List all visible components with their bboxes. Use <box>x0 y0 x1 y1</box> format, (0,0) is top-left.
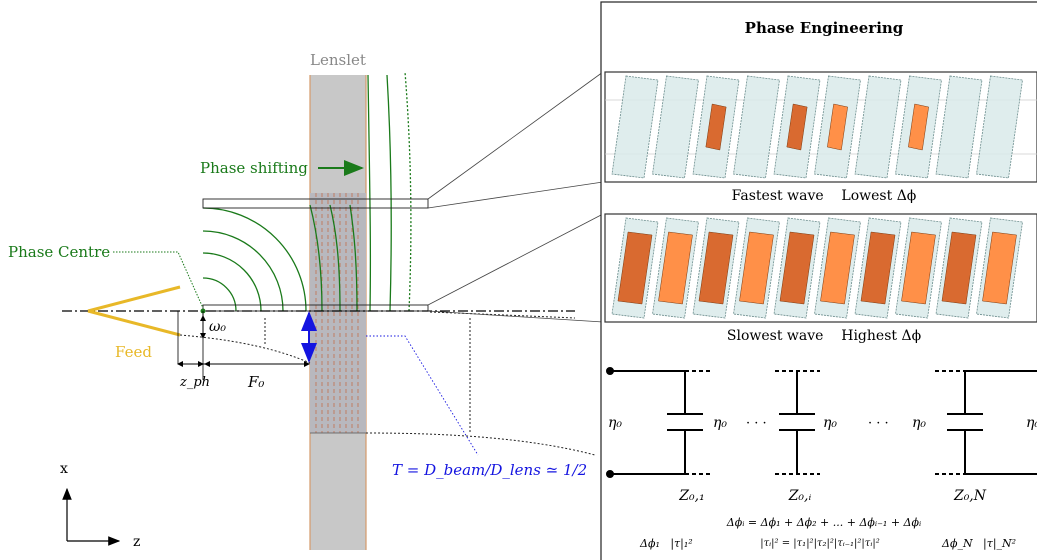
bottom-plates <box>611 217 1023 319</box>
x-axis-label: x <box>60 461 68 477</box>
eta-2: η₀ <box>823 415 837 431</box>
dots-1: · · · <box>746 416 767 431</box>
feed-label: Feed <box>115 343 152 361</box>
omega0-label: ω₀ <box>209 319 226 335</box>
metal-patch <box>982 231 1017 305</box>
metal-patch <box>901 231 936 305</box>
transmission-equation: |τᵢ|² = |τ₁|²|τ₂|²|τᵢ₋₁|²|τᵢ|² <box>760 538 879 549</box>
z-label-1: Z₀,₁ <box>678 488 704 504</box>
eta-1: η₀ <box>713 415 727 431</box>
lenslet-label: Lenslet <box>310 51 366 69</box>
glass-plate <box>854 75 902 179</box>
lenslet-scene: Lenslet Phase shifting Phase Centre Feed… <box>8 51 604 550</box>
z-axis-label: z <box>133 534 140 550</box>
metal-patch <box>860 231 896 305</box>
phase-sum-equation: Δϕᵢ = Δϕ₁ + Δϕ₂ + ... + Δϕᵢ₋₁ + Δϕᵢ <box>726 516 921 529</box>
lens-core <box>310 193 366 433</box>
glass-plate <box>976 75 1023 179</box>
glass-plate <box>935 75 983 179</box>
metal-patch <box>698 231 734 305</box>
T-equation: T = D_beam/D_lens ≃ 1/2 <box>392 461 587 479</box>
metal-patch <box>617 231 653 305</box>
wavefronts-lens <box>309 71 412 312</box>
phase-engineering-panel: Phase Engineering Fastest wave Lowest Δϕ… <box>600 1 1037 560</box>
metal-patch <box>739 231 774 305</box>
metal-patch <box>820 231 855 305</box>
metal-patch <box>786 103 808 151</box>
glass-plate <box>652 75 699 179</box>
metal-patch <box>705 103 727 151</box>
metal-patch <box>827 103 848 151</box>
eta-0: η₀ <box>608 415 622 431</box>
panel-title: Phase Engineering <box>745 19 904 37</box>
F0-label: F₀ <box>247 373 264 391</box>
right-annotation: Δϕ_N |τ|_N² <box>941 537 1016 551</box>
metal-patch <box>658 231 693 305</box>
glass-plate <box>733 75 780 179</box>
lens-layers <box>315 193 359 433</box>
glass-plate <box>611 75 659 179</box>
phase-centre-label: Phase Centre <box>8 243 110 261</box>
left-annotation: Δϕ₁ |τ|₁² <box>639 537 693 551</box>
z-label-i: Z₀,ᵢ <box>788 488 812 504</box>
metal-patch <box>941 231 977 305</box>
z-label-N: Z₀,N <box>953 488 987 504</box>
eta-4: η₀ <box>1026 415 1037 431</box>
slowest-caption: Slowest wave Highest Δϕ <box>727 328 921 344</box>
top-plates <box>611 75 1023 179</box>
fastest-caption: Fastest wave Lowest Δϕ <box>732 188 917 204</box>
phase-shift-box <box>202 198 429 209</box>
eta-3: η₀ <box>912 415 926 431</box>
dots-2: · · · <box>868 416 889 431</box>
wavefronts-left <box>202 207 307 312</box>
metal-patch <box>908 103 929 151</box>
zph-label: z_ph <box>179 375 210 390</box>
metal-patch <box>779 231 815 305</box>
feed-horn <box>87 285 181 337</box>
phase-shifting-label: Phase shifting <box>200 159 308 177</box>
circuit <box>606 367 1037 478</box>
